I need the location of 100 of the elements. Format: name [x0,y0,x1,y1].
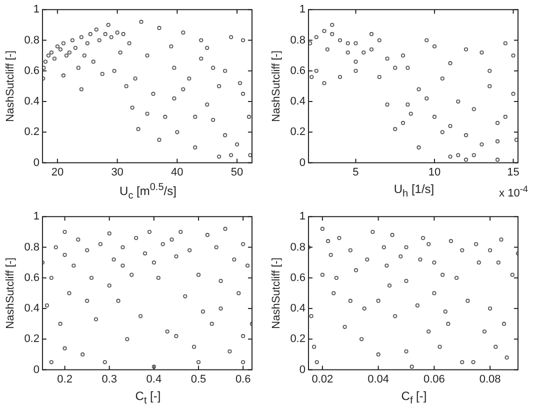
point [511,54,516,58]
point [241,334,246,338]
y-tick-label: 0.6 [290,272,306,284]
point [314,360,319,364]
point [448,154,452,159]
point [196,360,201,364]
point [120,245,125,250]
y-tick-label: 0.4 [290,302,306,315]
point [178,230,183,234]
point [404,278,408,283]
point [322,81,326,86]
point [504,355,509,360]
point [440,76,444,81]
point [205,232,210,238]
point [390,232,394,238]
y-tick-label: 0.6 [24,272,40,284]
x-tick-label: 0.5 [190,373,206,386]
y-tick-label: 1 [33,210,40,223]
point [400,54,406,58]
point [312,344,316,349]
point [142,251,148,256]
point [385,56,390,61]
x-tick-label: 15 [507,166,520,178]
x-axis-title: U$_{h}$ [1/s] [394,182,434,200]
x-axis-title: C$_{f}$ [-] [400,389,428,406]
point [432,114,437,119]
point [232,257,236,262]
point [348,298,352,303]
point [54,245,58,250]
point [49,360,54,364]
point [488,248,492,252]
point [376,352,380,357]
point [406,102,410,107]
point [89,276,94,280]
point [415,303,420,308]
point [482,329,487,334]
point [495,139,500,144]
point [44,303,49,308]
point [480,50,484,55]
point [338,74,342,80]
point [346,50,350,55]
y-tick-label: 0 [33,364,40,376]
y-tick-label: 0.2 [24,126,40,138]
point [107,231,112,236]
point [360,337,364,342]
point [416,145,421,150]
x-tick-label: 0.2 [57,373,72,386]
y-tick-label: 0 [299,364,306,376]
point [332,291,336,296]
point [328,252,333,257]
point [424,96,429,101]
x-tick-label: 20 [51,166,64,178]
point [112,257,116,262]
point [472,107,476,112]
point [474,242,478,246]
point [456,153,460,158]
point [424,38,429,42]
point [147,230,152,234]
point [511,92,516,96]
point [338,38,342,42]
x-tick-label: 0.6 [235,373,251,386]
point [314,68,318,73]
point [134,236,138,240]
x-tick-label: 0.08 [479,373,501,386]
point [416,87,421,92]
point [314,35,318,40]
point [174,254,178,258]
point [236,291,241,296]
point [325,47,330,52]
point [138,314,143,318]
y-tick-label: 0.6 [24,64,40,77]
point [398,254,403,258]
text: x 10$^{-4}$ [499,184,528,200]
x-tick-label: 10 [428,166,441,178]
point [420,236,426,240]
point [466,298,470,303]
point [377,74,382,80]
x-tick-label: 0.06 [423,373,445,386]
point [107,283,112,288]
point [480,142,484,146]
point [426,242,431,246]
point [170,238,174,242]
point [510,272,514,277]
point [152,364,156,369]
y-tick-label: 1 [299,210,306,223]
point [494,344,498,349]
point [503,114,508,119]
point [464,47,468,52]
point [438,344,442,349]
point [342,324,347,329]
point [218,306,223,311]
x-tick-label: 0.04 [368,373,390,386]
point [393,314,398,318]
point [440,272,445,277]
point [369,47,374,52]
x-tick-label: 0.4 [146,373,162,386]
point [62,252,67,257]
point [476,260,481,265]
y-tick-label: 0.2 [24,333,40,346]
point [322,29,326,34]
